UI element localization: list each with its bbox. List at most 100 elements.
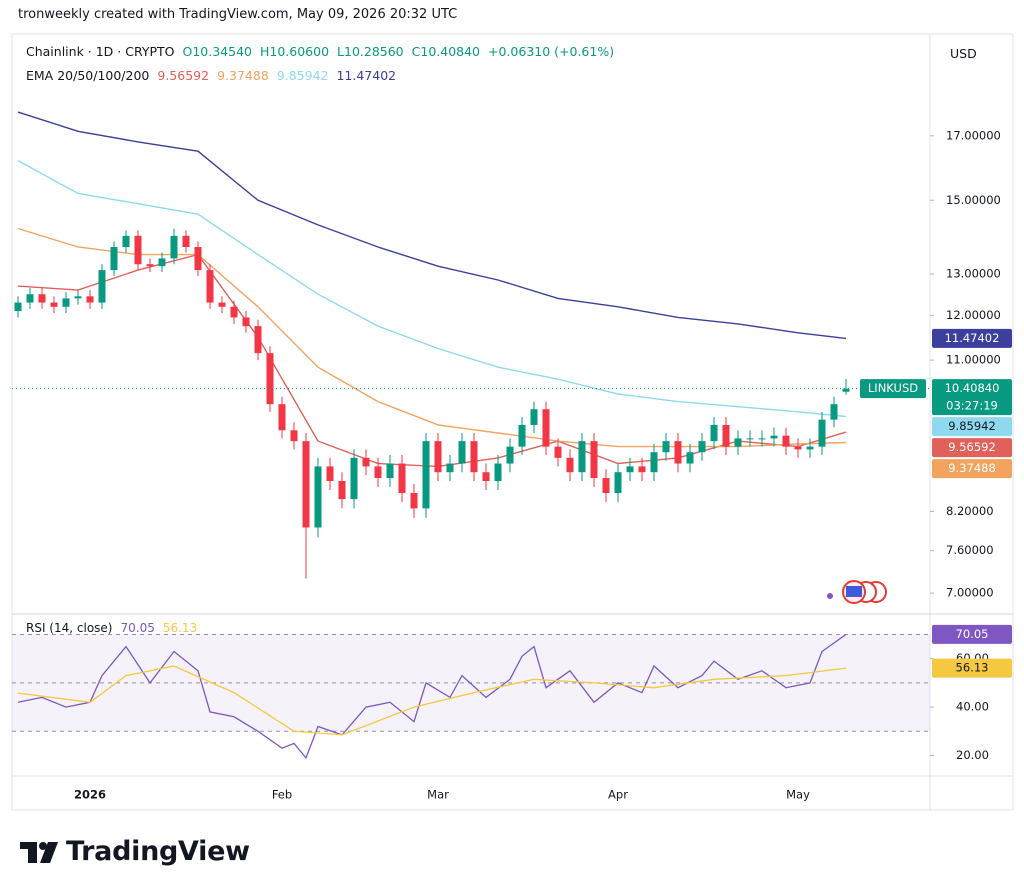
candle-body xyxy=(794,446,802,450)
candle-body xyxy=(782,435,790,447)
candle-body xyxy=(614,472,622,494)
y-tick-label: 8.20000 xyxy=(946,504,994,518)
price-change: +0.06310 (+0.61%) xyxy=(488,44,615,59)
badge-label: 10.40840 xyxy=(945,381,1000,395)
candle-body xyxy=(326,466,334,482)
symbol-badge: LINKUSD xyxy=(868,381,918,395)
x-tick-label: 2026 xyxy=(74,788,106,802)
candle-body xyxy=(470,441,478,473)
badge-label: 9.85942 xyxy=(948,419,996,433)
price-badge: 10.40840 03:27:19 LINKUSD xyxy=(860,379,1012,416)
candle-body xyxy=(686,452,694,464)
candle-body xyxy=(722,424,730,447)
y-tick-label: 17.00000 xyxy=(946,128,1001,142)
rsi-legend: RSI (14, close) 70.05 56.13 xyxy=(26,621,197,635)
candle-body xyxy=(626,466,634,473)
candle-body xyxy=(530,409,538,425)
candle-body xyxy=(518,424,526,447)
candle-body xyxy=(806,446,814,450)
ema-legend: EMA 20/50/100/200 9.56592 9.37488 9.85942 1… xyxy=(26,68,396,83)
price-badge: 9.56592 xyxy=(932,438,1012,458)
candle-body xyxy=(602,478,610,494)
flag-icon xyxy=(827,580,887,604)
candle-body xyxy=(206,270,214,303)
logo: TradingView xyxy=(66,836,250,867)
price-badge: 11.47402 xyxy=(932,328,1012,348)
candle-body xyxy=(242,317,250,327)
candle-body xyxy=(698,441,706,453)
badge-bg xyxy=(932,658,1012,678)
badge-bg xyxy=(932,417,1012,437)
candle-body xyxy=(278,404,286,431)
ema-legend-value: 11.47402 xyxy=(336,68,397,83)
candle-body xyxy=(218,302,226,307)
candle-body xyxy=(506,446,514,464)
price-badge: 9.85942 xyxy=(932,417,1012,437)
y-tick-label: 7.00000 xyxy=(946,586,994,600)
y-axis-label: USD xyxy=(950,46,977,61)
candle-body xyxy=(386,463,394,479)
candle-body xyxy=(302,441,310,528)
ema-line xyxy=(17,159,847,418)
rsi-y-tick-label: 40.00 xyxy=(956,700,989,714)
y-tick-label: 11.00000 xyxy=(946,353,1001,367)
y-tick-label: 13.00000 xyxy=(946,267,1001,281)
candle-body xyxy=(578,441,586,473)
attribution: tronweekly created with TradingView.com,… xyxy=(18,7,458,22)
tradingview-logo-mark xyxy=(20,842,58,863)
candle-body xyxy=(170,235,178,259)
ohlc-low: L10.28560 xyxy=(337,44,404,59)
candle-body xyxy=(650,452,658,473)
symbol-badge-bg xyxy=(860,379,926,399)
y-tick-label: 12.00000 xyxy=(946,308,1001,322)
price-legend: Chainlink · 1D · CRYPTO O10.34540 H10.60… xyxy=(26,44,614,59)
rsi-line xyxy=(17,665,847,736)
candle-body xyxy=(182,235,190,248)
candle-body xyxy=(566,457,574,473)
candle-body xyxy=(350,457,358,500)
candle-body xyxy=(758,438,766,440)
candle-body xyxy=(362,457,370,467)
candle-body xyxy=(158,258,166,267)
candle-body xyxy=(410,493,418,509)
candle-body xyxy=(638,466,646,473)
candle-body xyxy=(434,441,442,473)
rsi-legend-value: 56.13 xyxy=(162,621,198,635)
chart-frame xyxy=(11,33,1014,811)
candle-body xyxy=(422,441,430,509)
ema-title: EMA 20/50/100/200 xyxy=(26,68,150,83)
candle-body xyxy=(98,270,106,303)
rsi-legend-value: 70.05 xyxy=(120,621,155,635)
candle-body xyxy=(62,298,70,307)
price-badge: 9.37488 xyxy=(932,459,1012,479)
rsi-line xyxy=(17,633,847,760)
candle-body xyxy=(134,235,142,265)
candle-body xyxy=(290,430,298,442)
price-badge: 56.13 xyxy=(932,658,1012,678)
ema-legend-value: 9.85942 xyxy=(276,68,329,83)
ema-line xyxy=(17,253,847,468)
badge-bg xyxy=(932,459,1012,479)
ohlc-open: O10.34540 xyxy=(182,44,252,59)
candle-body xyxy=(842,388,850,392)
candle-body xyxy=(674,441,682,464)
x-tick-label: May xyxy=(786,788,810,802)
badge-label: 11.47402 xyxy=(945,331,1000,345)
candle-body xyxy=(770,435,778,439)
badge-label: 70.05 xyxy=(956,627,989,641)
y-tick-label: 15.00000 xyxy=(946,193,1001,207)
symbol-title: Chainlink · 1D · CRYPTO xyxy=(26,44,175,59)
candle-body xyxy=(494,463,502,482)
ema-legend-value: 9.37488 xyxy=(217,68,269,83)
candle-body xyxy=(398,463,406,494)
candle-body xyxy=(14,302,22,312)
candle-body xyxy=(662,441,670,453)
candle-body xyxy=(554,446,562,458)
x-tick-label: Mar xyxy=(427,788,449,802)
candle-body xyxy=(590,441,598,479)
x-tick-label: Apr xyxy=(608,788,628,802)
candle-body xyxy=(314,466,322,528)
candle-body xyxy=(26,294,34,303)
ohlc-high: H10.60600 xyxy=(259,44,330,59)
